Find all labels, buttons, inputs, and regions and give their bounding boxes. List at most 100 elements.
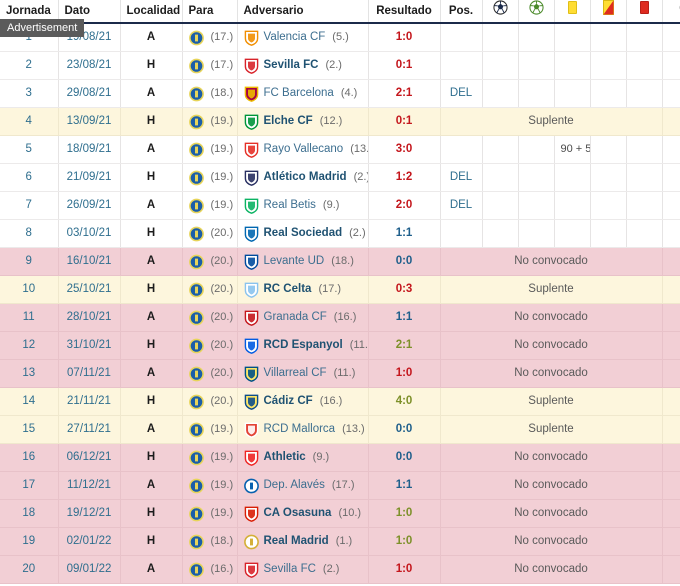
cell-jornada[interactable]: 8 (0, 219, 59, 248)
cell-para[interactable]: (19.) (182, 415, 238, 444)
opponent-name[interactable]: Villarreal CF (263, 367, 327, 379)
opponent-name[interactable]: Elche CF (263, 115, 313, 127)
col-header-pos[interactable]: Pos. (440, 0, 483, 24)
cell-adversario[interactable]: Real Sociedad (2.) (237, 219, 369, 248)
cell-jornada[interactable]: 14 (0, 387, 59, 416)
table-row[interactable]: 18 19/12/21 H (19.) CA Osasuna (10.) 1:0 No con… (0, 499, 680, 528)
cell-para[interactable]: (20.) (182, 359, 238, 388)
cell-para[interactable]: (20.) (182, 275, 238, 304)
cell-jornada[interactable]: 16 (0, 443, 59, 472)
opponent-name[interactable]: Real Madrid (263, 535, 329, 547)
col-header-adversario[interactable]: Adversario (237, 0, 369, 24)
cell-para[interactable]: (18.) (182, 527, 238, 556)
cell-resultado[interactable]: 3:0 (368, 135, 441, 164)
cell-para[interactable]: (19.) (182, 191, 238, 220)
cell-resultado[interactable]: 0:3 (368, 275, 441, 304)
table-row[interactable]: 13 07/11/21 A (20.) Villarreal CF (11.) 1:0 No … (0, 359, 680, 388)
cell-adversario[interactable]: RCD Espanyol (11.) (237, 331, 369, 360)
cell-adversario[interactable]: Cádiz CF (16.) (237, 387, 369, 416)
opponent-name[interactable]: FC Barcelona (263, 87, 334, 99)
cell-adversario[interactable]: Rayo Vallecano (13.) (237, 135, 369, 164)
cell-para[interactable]: (20.) (182, 387, 238, 416)
cell-resultado[interactable]: 1:0 (368, 527, 441, 556)
col-header-assists[interactable] (518, 0, 555, 24)
cell-para[interactable]: (19.) (182, 163, 238, 192)
opponent-name[interactable]: Valencia CF (263, 31, 326, 43)
col-header-dato[interactable]: Dato (58, 0, 121, 24)
table-row[interactable]: 19 02/01/22 H (18.) Real Madrid (1.) 1:0 No con… (0, 527, 680, 556)
cell-para[interactable]: (16.) (182, 555, 238, 584)
opponent-name[interactable]: Sevilla FC (263, 59, 319, 71)
table-row[interactable]: 223/08/21H (17.) Sevilla FC (2.) 0:1 3' (0, 51, 680, 80)
col-header-red-cards[interactable] (626, 0, 663, 24)
opponent-name[interactable]: Cádiz CF (263, 395, 313, 407)
cell-jornada[interactable]: 3 (0, 79, 59, 108)
table-row[interactable]: 518/09/21A (19.) Rayo Vallecano (13.) 3:0 90 … (0, 135, 680, 164)
cell-para[interactable]: (19.) (182, 135, 238, 164)
cell-resultado[interactable]: 2:1 (368, 79, 441, 108)
col-header-minutes[interactable] (662, 0, 680, 24)
cell-jornada[interactable]: 4 (0, 107, 59, 136)
cell-resultado[interactable]: 1:0 (368, 23, 441, 52)
cell-jornada[interactable]: 11 (0, 303, 59, 332)
table-row[interactable]: 119/08/21A(17.)Valencia CF(5.)1:023' (0, 23, 680, 52)
cell-para[interactable]: (20.) (182, 303, 238, 332)
cell-resultado[interactable]: 0:0 (368, 247, 441, 276)
cell-jornada[interactable]: 2 (0, 51, 59, 80)
table-row[interactable]: 11 28/10/21 A (20.) Granada CF (16.) 1:1 No con… (0, 303, 680, 332)
cell-resultado[interactable]: 1:1 (368, 303, 441, 332)
cell-para[interactable]: (20.) (182, 331, 238, 360)
cell-adversario[interactable]: Elche CF (12.) (237, 107, 369, 136)
opponent-name[interactable]: RCD Mallorca (263, 423, 336, 435)
cell-jornada[interactable]: 12 (0, 331, 59, 360)
cell-adversario[interactable]: Valencia CF (5.) (237, 23, 369, 52)
table-row[interactable]: 10 25/10/21 H (20.) RC Celta (17.) 0:3 Suplente (0, 275, 680, 304)
cell-adversario[interactable]: RC Celta (17.) (237, 275, 369, 304)
cell-resultado[interactable]: 0:1 (368, 107, 441, 136)
table-row[interactable]: 726/09/21A (19.) Real Betis (9.) 2:0 DEL 45' (0, 191, 680, 220)
cell-jornada[interactable]: 13 (0, 359, 59, 388)
cell-para[interactable]: (19.) (182, 443, 238, 472)
cell-para[interactable]: (20.) (182, 219, 238, 248)
opponent-name[interactable]: Atlético Madrid (263, 171, 347, 183)
table-row[interactable]: 14 21/11/21 H (20.) Cádiz CF (16.) 4:0 Suplente (0, 387, 680, 416)
table-row[interactable]: 329/08/21A (18.) FC Barcelona (4.) 2:1 DEL 14' (0, 79, 680, 108)
opponent-name[interactable]: Granada CF (263, 311, 327, 323)
cell-adversario[interactable]: Sevilla FC (2.) (237, 51, 369, 80)
cell-adversario[interactable]: Levante UD (18.) (237, 247, 369, 276)
col-header-yellow-red-cards[interactable] (590, 0, 627, 24)
cell-adversario[interactable]: Atlético Madrid (2.) (237, 163, 369, 192)
cell-para[interactable]: (18.) (182, 79, 238, 108)
cell-adversario[interactable]: Athletic (9.) (237, 443, 369, 472)
cell-adversario[interactable]: Sevilla FC (2.) (237, 555, 369, 584)
cell-jornada[interactable]: 5 (0, 135, 59, 164)
cell-adversario[interactable]: Real Betis (9.) (237, 191, 369, 220)
cell-adversario[interactable]: FC Barcelona (4.) (237, 79, 369, 108)
table-row[interactable]: 20 09/01/22 A (16.) Sevilla FC (2.) 1:0 No conv… (0, 555, 680, 584)
cell-adversario[interactable]: CA Osasuna (10.) (237, 499, 369, 528)
cell-resultado[interactable]: 0:0 (368, 415, 441, 444)
cell-adversario[interactable]: Real Madrid (1.) (237, 527, 369, 556)
cell-resultado[interactable]: 2:0 (368, 191, 441, 220)
cell-para[interactable]: (20.) (182, 247, 238, 276)
cell-adversario[interactable]: Villarreal CF (11.) (237, 359, 369, 388)
cell-para[interactable]: (17.) (182, 51, 238, 80)
cell-resultado[interactable]: 0:1 (368, 51, 441, 80)
opponent-name[interactable]: Real Betis (263, 199, 316, 211)
cell-para[interactable]: (19.) (182, 471, 238, 500)
opponent-name[interactable]: Levante UD (263, 255, 325, 267)
table-row[interactable]: 4 13/09/21 H (19.) Elche CF (12.) 0:1 Suplente (0, 107, 680, 136)
col-header-localidad[interactable]: Localidad (120, 0, 183, 24)
cell-jornada[interactable]: 19 (0, 527, 59, 556)
cell-resultado[interactable]: 1:1 (368, 471, 441, 500)
table-row[interactable]: 803/10/21H (20.) Real Sociedad (2.) 1:1 1' (0, 219, 680, 248)
cell-para[interactable]: (19.) (182, 499, 238, 528)
opponent-name[interactable]: RCD Espanyol (263, 339, 343, 351)
cell-resultado[interactable]: 4:0 (368, 387, 441, 416)
cell-adversario[interactable]: Dep. Alavés (17.) (237, 471, 369, 500)
col-header-resultado[interactable]: Resultado (368, 0, 441, 24)
cell-resultado[interactable]: 2:1 (368, 331, 441, 360)
opponent-name[interactable]: Dep. Alavés (263, 479, 325, 491)
cell-resultado[interactable]: 1:0 (368, 499, 441, 528)
